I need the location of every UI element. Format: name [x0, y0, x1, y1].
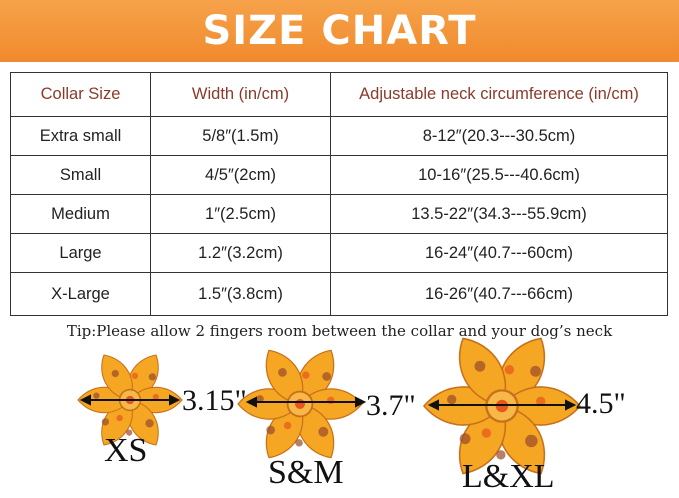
cell-neck: 13.5-22″(34.3---55.9cm): [330, 194, 668, 234]
cell-size: Medium: [10, 194, 151, 234]
cell-size: Small: [10, 155, 151, 195]
label-lxl: L&XL: [462, 458, 555, 495]
cell-width: 1.5″(3.8cm): [150, 272, 331, 316]
cell-neck: 16-26″(40.7---66cm): [330, 272, 668, 316]
measure-arrows: [79, 394, 577, 411]
cell-size: Large: [10, 233, 151, 273]
cell-neck: 8-12″(20.3---30.5cm): [330, 116, 668, 156]
cell-width: 4/5″(2cm): [150, 155, 331, 195]
table-header-row: Collar Size Width (in/cm) Adjustable nec…: [10, 72, 668, 117]
size-table: Collar Size Width (in/cm) Adjustable nec…: [10, 72, 668, 316]
cell-neck: 16-24″(40.7---60cm): [330, 233, 668, 273]
table-row: Large 1.2″(3.2cm) 16-24″(40.7---60cm): [10, 233, 668, 273]
cell-size: X-Large: [10, 272, 151, 316]
header-collar-size: Collar Size: [10, 72, 151, 117]
cell-neck: 10-16″(25.5---40.6cm): [330, 155, 668, 195]
title-banner: SIZE CHART: [0, 0, 679, 62]
table-row: Small 4/5″(2cm) 10-16″(25.5---40.6cm): [10, 155, 668, 195]
measure-sm: 3.7": [366, 389, 416, 422]
tip-text: Tip:Please allow 2 fingers room between …: [66, 322, 613, 340]
measure-lxl: 4.5": [576, 387, 626, 420]
header-neck: Adjustable neck circumference (in/cm): [330, 72, 668, 117]
measure-xs: 3.15": [182, 384, 247, 417]
label-sm: S&M: [268, 454, 344, 491]
table-row: X-Large 1.5″(3.8cm) 16-26″(40.7---66cm): [10, 272, 668, 316]
table-row: Extra small 5/8″(1.5m) 8-12″(20.3---30.5cm…: [10, 116, 668, 156]
page-title: SIZE CHART: [202, 8, 477, 54]
label-xs: XS: [104, 432, 148, 469]
cell-width: 1″(2.5cm): [150, 194, 331, 234]
table-row: Medium 1″(2.5cm) 13.5-22″(34.3---55.9cm): [10, 194, 668, 234]
cell-width: 1.2″(3.2cm): [150, 233, 331, 273]
